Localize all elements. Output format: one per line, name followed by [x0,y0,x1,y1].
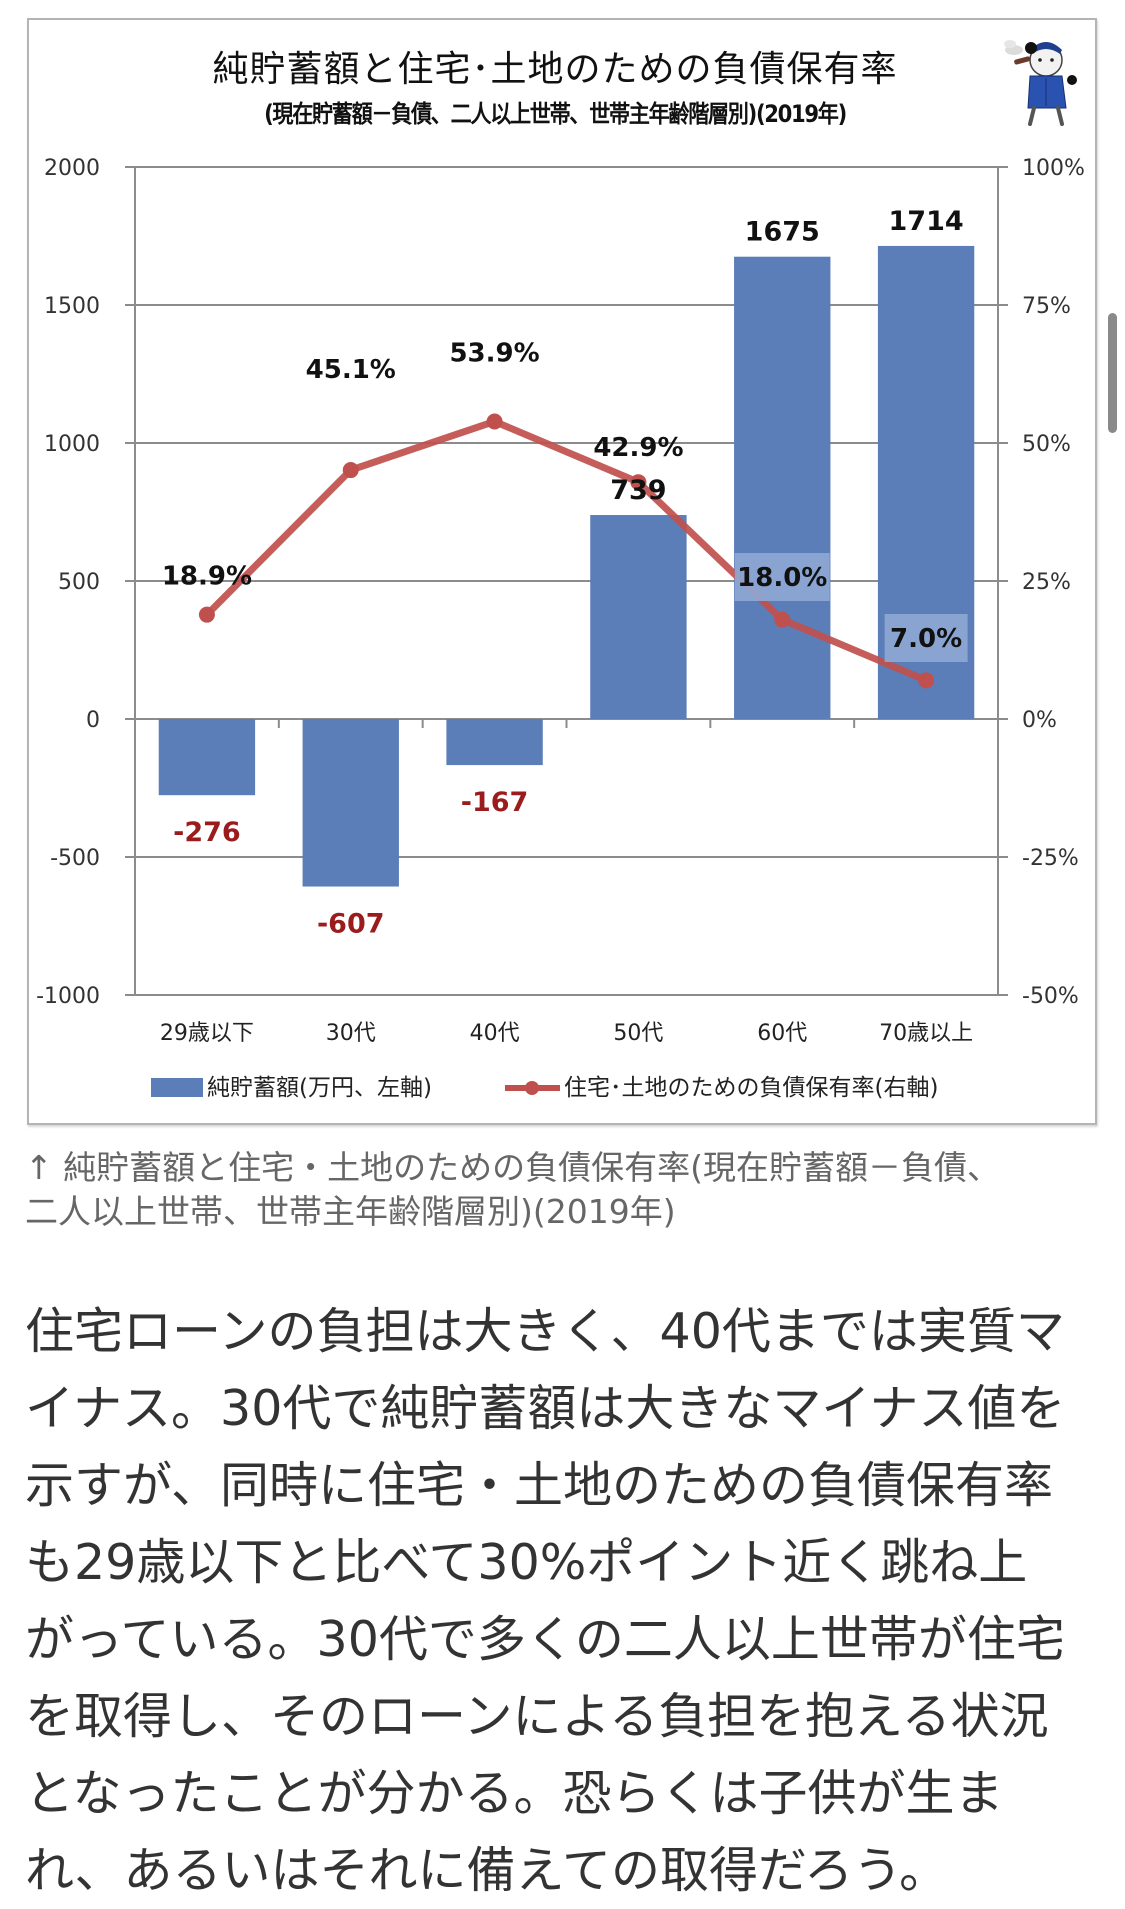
category-label: 70歳以上 [879,1021,973,1046]
line-data-label: 7.0% [890,624,962,654]
bar [158,719,256,796]
line-data-label-background [734,553,830,601]
article-paragraph: 住宅ローンの負担は大きく、40代までは実質マ イナス。30代で純貯蓄額は大きなマ… [25,1293,1115,1909]
bar [302,719,399,887]
right-axis-tick-label: 100% [1022,156,1085,181]
bar-data-label: 1714 [889,206,964,237]
right-axis-tick-label: 50% [1022,432,1071,457]
left-axis-tick-label: -1000 [36,984,100,1009]
right-axis-tick-label: 75% [1022,294,1071,319]
paragraph-line: 示すが、同時に住宅・土地のための負債保有率 [25,1457,1054,1514]
line-point-marker [486,413,503,430]
line-data-label: 45.1% [306,355,396,385]
category-label: 50代 [613,1021,663,1046]
line-point-marker [774,611,791,628]
left-axis-tick-label: 0 [86,708,100,733]
line-point-marker [198,606,215,623]
category-label: 29歳以下 [160,1021,254,1046]
bar-data-label: -276 [173,817,241,848]
line-data-label: 53.9% [449,338,539,368]
left-axis-tick-label: 500 [58,570,100,595]
bar-data-label: -167 [461,787,529,818]
left-axis-tick-label: 1500 [44,294,100,319]
right-axis-tick-label: -25% [1022,846,1079,871]
combo-chart: -276 -607 -167 739 1675 1714 18.9% 45.1% 53.9% 42… [36,156,1085,1101]
chart-title: 純貯蓄額と住宅･土地のための負債保有率 [212,49,898,90]
bar [734,256,831,719]
legend: 純貯蓄額(万円、左軸) 住宅･土地のための負債保有率(右軸) [151,1075,938,1101]
legend-line-marker [525,1081,539,1095]
bar-data-label: 1675 [745,217,820,248]
chart-caption: ↑ 純貯蓄額と住宅・土地のための負債保有率(現在貯蓄額－負債、 二人以上世帯、世… [25,1146,1105,1234]
left-axis-tick-label: -500 [50,846,100,871]
bar-series [158,245,975,887]
legend-label-line: 住宅･土地のための負債保有率(右軸) [564,1075,938,1101]
caption-line: 二人以上世帯、世帯主年齢階層別)(2019年) [25,1192,676,1231]
line-point-marker [630,474,647,491]
line-series [198,413,935,689]
right-axis-tick-label: -50% [1022,984,1079,1009]
bar [446,719,543,766]
bar-data-label: 739 [610,475,666,506]
left-axis-tick-label: 2000 [44,156,100,181]
paragraph-line: も29歳以下と比べて30%ポイント近く跳ね上 [25,1534,1028,1591]
line-path [204,417,928,684]
left-axis-tick-label: 1000 [44,432,100,457]
paragraph-line: イナス。30代で純貯蓄額は大きなマイナス値を [25,1380,1066,1437]
paragraph-line: となったことが分かる。恐らくは子供が生ま [25,1765,1004,1822]
chart-subtitle: (現在貯蓄額－負債、二人以上世帯、世帯主年齢階層別)(2019年) [264,100,847,128]
paragraph-line: れ、あるいはそれに備えての取得だろう。 [25,1842,949,1899]
axes [134,167,999,995]
legend-label-bars: 純貯蓄額(万円、左軸) [207,1075,432,1101]
legend-bar-swatch [151,1078,203,1097]
category-label: 40代 [470,1021,520,1046]
bar-data-label: -607 [317,909,385,940]
paragraph-line: を取得し、そのローンによる負担を抱える状況 [25,1688,1049,1745]
line-data-label: 18.9% [162,562,252,592]
caption-line: ↑ 純貯蓄額と住宅・土地のための負債保有率(現在貯蓄額－負債、 [25,1148,1001,1187]
right-axis-tick-label: 25% [1022,570,1071,595]
page-scrollbar[interactable] [1108,313,1117,433]
data-labels: -276 -607 -167 739 1675 1714 18.9% 45.1% 53.9% 42… [162,206,968,940]
tick-labels: 2000 1500 1000 500 0 -500 -1000 100% 75% 50% 25% 0%… [36,156,1085,1046]
line-point-marker [918,672,935,689]
right-axis-tick-label: 0% [1022,708,1057,733]
category-label: 30代 [326,1021,376,1046]
paragraph-line: がっている。30代で多くの二人以上世帯が住宅 [25,1611,1065,1668]
category-label: 60代 [757,1021,807,1046]
paragraph-line: 住宅ローンの負担は大きく、40代までは実質マ [25,1303,1065,1360]
line-data-label: 18.0% [737,563,827,593]
line-data-label: 42.9% [593,433,683,463]
gridlines [125,166,1008,996]
detective-cat-mascot-icon [1004,40,1077,126]
line-data-label-background [884,614,968,662]
bar [590,515,687,719]
line-point-marker [342,462,359,479]
